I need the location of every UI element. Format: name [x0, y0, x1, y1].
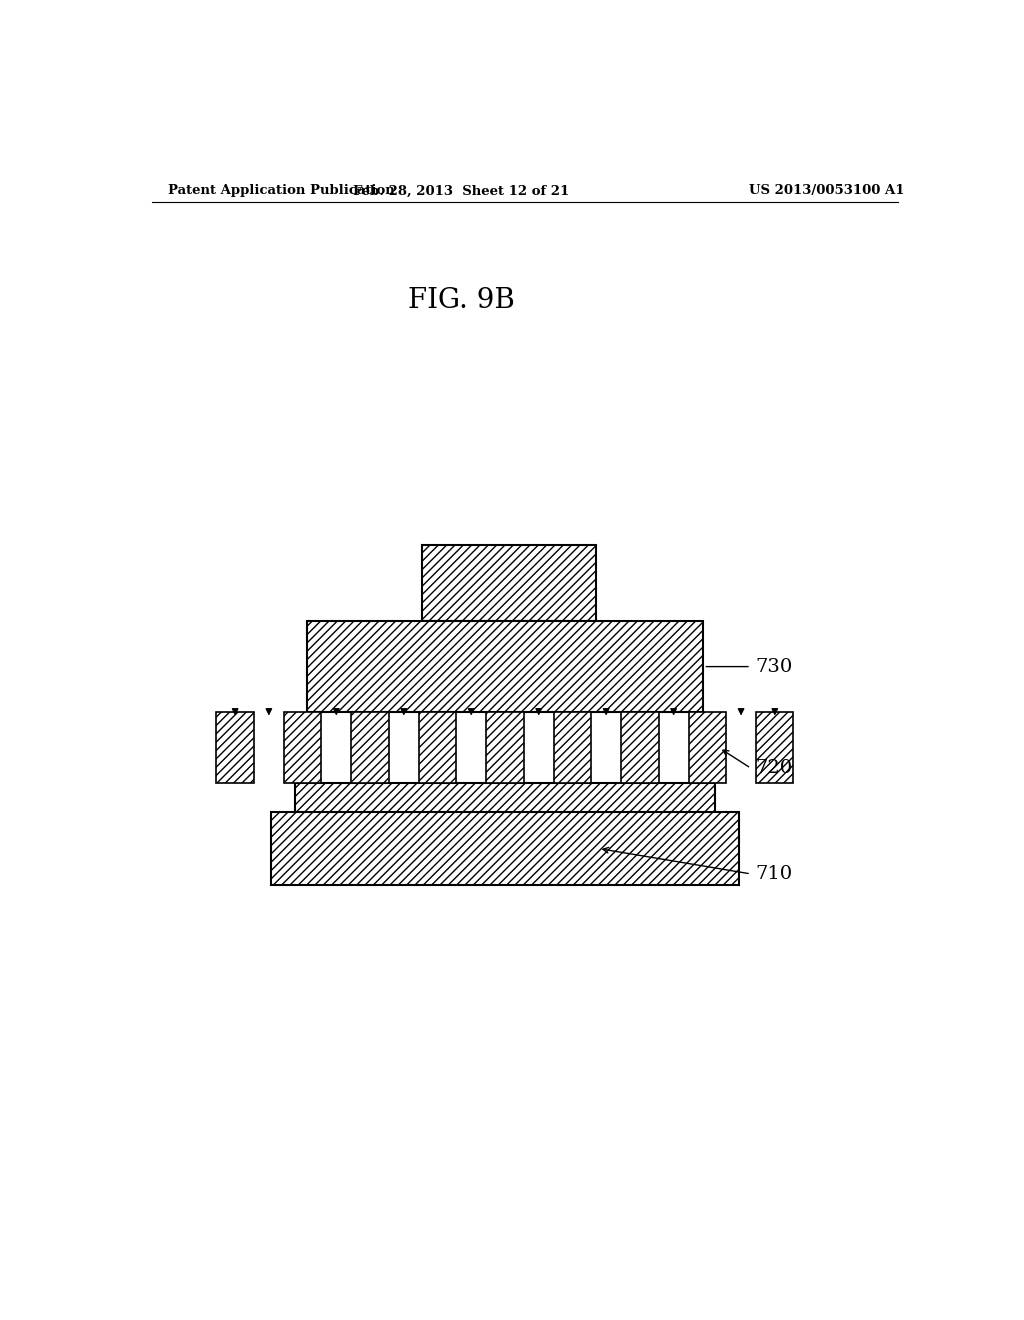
Bar: [295, 784, 716, 814]
Bar: [422, 545, 596, 620]
Bar: [306, 620, 703, 713]
Bar: [216, 713, 254, 784]
Text: Patent Application Publication: Patent Application Publication: [168, 185, 394, 198]
Text: 710: 710: [755, 865, 793, 883]
Bar: [486, 713, 523, 784]
Bar: [756, 713, 794, 784]
Text: 720: 720: [755, 759, 793, 777]
Text: FIG. 9B: FIG. 9B: [408, 288, 515, 314]
Bar: [689, 713, 726, 784]
Text: 730: 730: [755, 657, 793, 676]
Bar: [270, 812, 739, 886]
Bar: [622, 713, 658, 784]
Bar: [419, 713, 456, 784]
Bar: [284, 713, 322, 784]
Text: US 2013/0053100 A1: US 2013/0053100 A1: [749, 185, 904, 198]
Bar: [554, 713, 591, 784]
Text: Feb. 28, 2013  Sheet 12 of 21: Feb. 28, 2013 Sheet 12 of 21: [353, 185, 569, 198]
Bar: [351, 713, 389, 784]
